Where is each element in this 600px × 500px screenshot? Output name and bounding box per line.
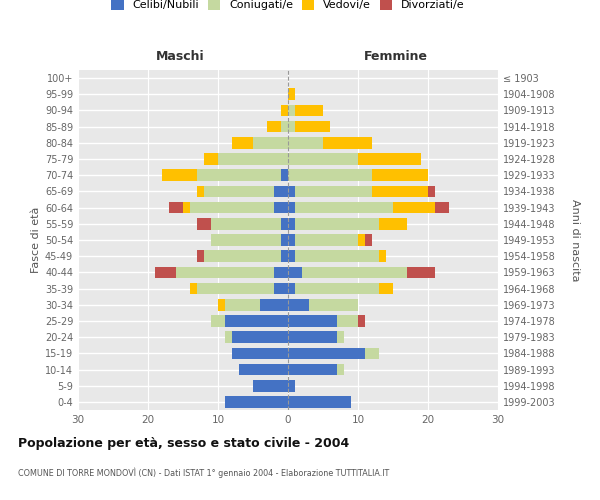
Bar bbox=[358, 234, 365, 246]
Bar bbox=[281, 250, 288, 262]
Bar bbox=[274, 186, 288, 198]
Bar bbox=[232, 348, 288, 359]
Bar bbox=[253, 137, 288, 148]
Bar bbox=[253, 380, 288, 392]
Bar bbox=[288, 364, 337, 376]
Bar bbox=[428, 186, 435, 198]
Bar bbox=[288, 282, 295, 294]
Bar bbox=[197, 250, 204, 262]
Bar bbox=[197, 186, 204, 198]
Bar bbox=[274, 266, 288, 278]
Bar bbox=[295, 202, 393, 213]
Bar bbox=[302, 266, 407, 278]
Bar bbox=[225, 299, 260, 310]
Bar bbox=[267, 121, 281, 132]
Bar bbox=[379, 250, 386, 262]
Bar bbox=[372, 186, 428, 198]
Bar bbox=[211, 218, 281, 230]
Text: Maschi: Maschi bbox=[155, 50, 205, 62]
Bar bbox=[295, 282, 379, 294]
Bar bbox=[288, 153, 358, 165]
Text: Popolazione per età, sesso e stato civile - 2004: Popolazione per età, sesso e stato civil… bbox=[18, 438, 349, 450]
Bar bbox=[197, 282, 274, 294]
Bar bbox=[288, 170, 372, 181]
Y-axis label: Fasce di età: Fasce di età bbox=[31, 207, 41, 273]
Bar bbox=[190, 202, 274, 213]
Bar bbox=[204, 250, 281, 262]
Bar bbox=[288, 88, 295, 100]
Bar bbox=[295, 218, 379, 230]
Bar bbox=[365, 348, 379, 359]
Bar bbox=[260, 299, 288, 310]
Bar bbox=[295, 234, 358, 246]
Bar bbox=[281, 170, 288, 181]
Bar bbox=[323, 137, 372, 148]
Bar bbox=[288, 186, 295, 198]
Bar bbox=[204, 186, 274, 198]
Bar bbox=[232, 137, 253, 148]
Bar bbox=[365, 234, 372, 246]
Bar bbox=[281, 121, 288, 132]
Bar bbox=[379, 282, 393, 294]
Bar bbox=[337, 364, 344, 376]
Bar bbox=[288, 348, 365, 359]
Bar bbox=[183, 202, 190, 213]
Bar bbox=[435, 202, 449, 213]
Bar bbox=[337, 315, 358, 327]
Text: Femmine: Femmine bbox=[364, 50, 428, 62]
Bar bbox=[225, 332, 232, 343]
Bar bbox=[190, 282, 197, 294]
Bar bbox=[288, 299, 309, 310]
Bar bbox=[288, 137, 323, 148]
Bar bbox=[197, 218, 211, 230]
Text: COMUNE DI TORRE MONDOVÌ (CN) - Dati ISTAT 1° gennaio 2004 - Elaborazione TUTTITA: COMUNE DI TORRE MONDOVÌ (CN) - Dati ISTA… bbox=[18, 468, 389, 478]
Bar bbox=[155, 266, 176, 278]
Bar bbox=[218, 299, 225, 310]
Bar bbox=[288, 380, 295, 392]
Bar bbox=[372, 170, 428, 181]
Bar bbox=[204, 153, 218, 165]
Bar bbox=[337, 332, 344, 343]
Bar bbox=[218, 153, 288, 165]
Bar bbox=[225, 315, 288, 327]
Bar bbox=[288, 315, 337, 327]
Y-axis label: Anni di nascita: Anni di nascita bbox=[569, 198, 580, 281]
Bar bbox=[288, 332, 337, 343]
Bar bbox=[281, 104, 288, 117]
Bar bbox=[211, 315, 225, 327]
Bar bbox=[288, 104, 295, 117]
Bar bbox=[393, 202, 435, 213]
Bar bbox=[288, 396, 351, 407]
Bar bbox=[288, 234, 295, 246]
Bar bbox=[197, 170, 281, 181]
Bar bbox=[358, 315, 365, 327]
Bar bbox=[407, 266, 435, 278]
Bar bbox=[281, 218, 288, 230]
Bar bbox=[239, 364, 288, 376]
Bar bbox=[274, 282, 288, 294]
Bar bbox=[288, 121, 295, 132]
Bar bbox=[309, 299, 358, 310]
Bar bbox=[295, 186, 372, 198]
Bar bbox=[288, 266, 302, 278]
Bar bbox=[288, 218, 295, 230]
Bar bbox=[288, 202, 295, 213]
Bar bbox=[232, 332, 288, 343]
Bar bbox=[295, 104, 323, 117]
Bar bbox=[176, 266, 274, 278]
Bar bbox=[162, 170, 197, 181]
Bar bbox=[358, 153, 421, 165]
Bar bbox=[288, 250, 295, 262]
Legend: Celibi/Nubili, Coniugati/e, Vedovi/e, Divorziati/e: Celibi/Nubili, Coniugati/e, Vedovi/e, Di… bbox=[107, 0, 469, 15]
Bar bbox=[295, 250, 379, 262]
Bar bbox=[295, 121, 330, 132]
Bar bbox=[274, 202, 288, 213]
Bar bbox=[169, 202, 183, 213]
Bar bbox=[379, 218, 407, 230]
Bar bbox=[281, 234, 288, 246]
Bar bbox=[211, 234, 281, 246]
Bar bbox=[225, 396, 288, 407]
